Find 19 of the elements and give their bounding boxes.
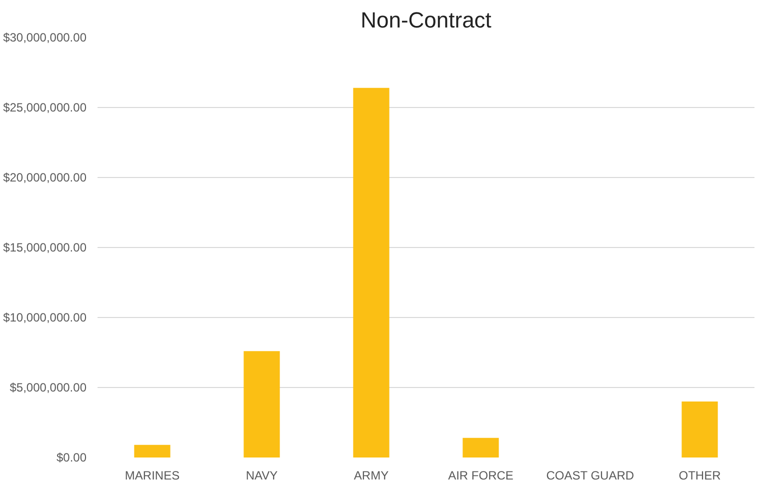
y-tick-label: $0.00 [56, 450, 87, 464]
bar [682, 402, 718, 458]
bar [353, 88, 390, 458]
bar [462, 438, 499, 458]
x-tick-label: ARMY [354, 468, 389, 482]
x-tick-label: OTHER [678, 468, 722, 482]
bar [244, 351, 280, 458]
y-tick-label: $20,000,000.00 [3, 170, 87, 184]
y-tick-label: $5,000,000.00 [10, 380, 87, 394]
bar [134, 444, 170, 458]
x-tick-label: COAST GUARD [546, 468, 634, 482]
y-tick-label: $30,000,000.00 [3, 30, 87, 44]
x-tick-label: AIR FORCE [448, 468, 514, 482]
chart-title: Non-Contract [360, 8, 492, 32]
x-tick-label: MARINES [124, 468, 180, 482]
x-tick-label: NAVY [246, 468, 278, 482]
y-tick-label: $10,000,000.00 [3, 310, 87, 324]
y-tick-label: $25,000,000.00 [3, 100, 87, 114]
y-tick-label: $15,000,000.00 [3, 240, 87, 254]
